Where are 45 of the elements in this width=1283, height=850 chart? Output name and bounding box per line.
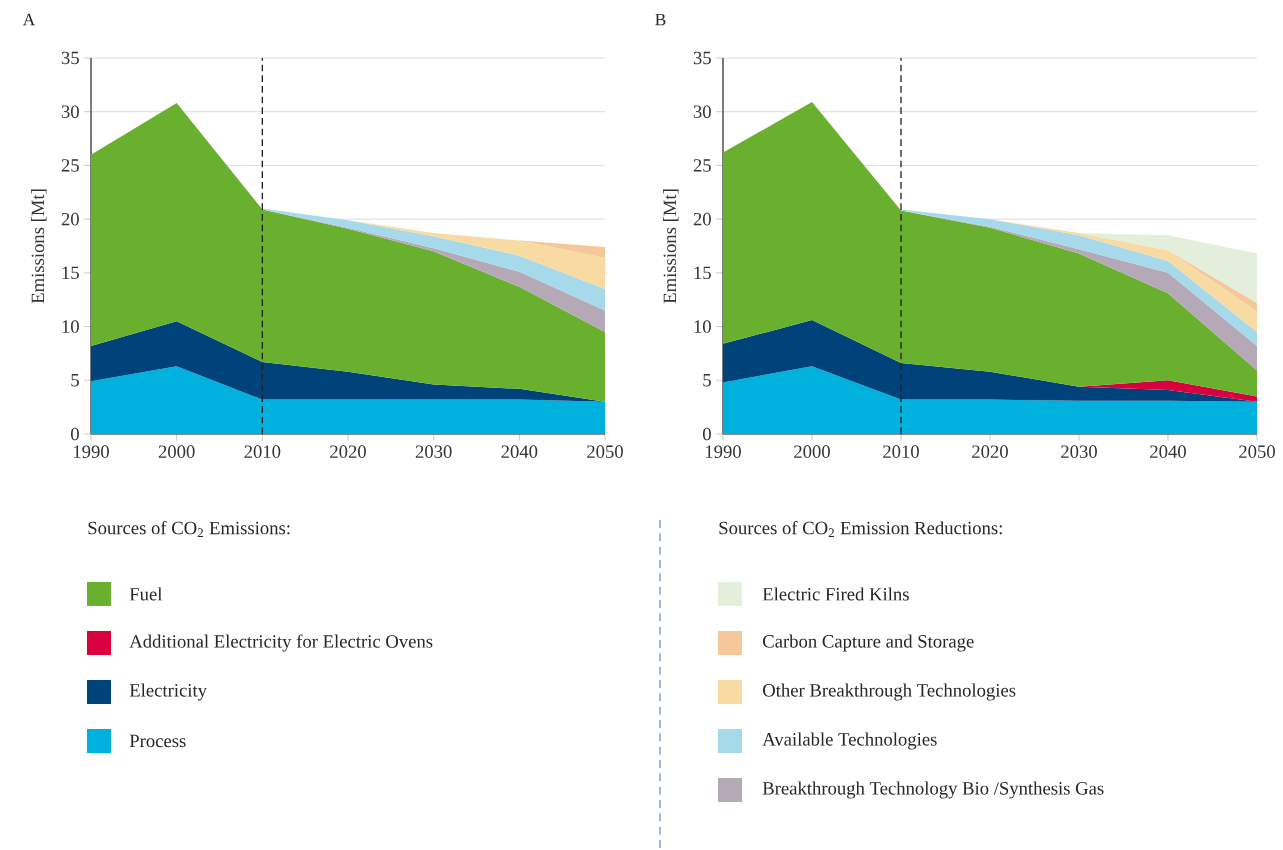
legend-label: Available Technologies <box>762 732 937 750</box>
y-tick-label: 0 <box>703 427 711 441</box>
legend-label: Process <box>129 735 186 748</box>
y-tick-label: 25 <box>693 159 711 172</box>
x-tick-label: 1990 <box>73 445 109 459</box>
legend-label: Other Breakthrough Technologies <box>763 683 1016 701</box>
y-tick-label: 30 <box>693 105 711 119</box>
legend-title: Sources of CO$_{2}$ Emission Reductions: <box>719 521 1002 538</box>
x-tick-label: 2030 <box>1061 445 1097 459</box>
legend-label: Carbon Capture and Storage <box>763 634 974 652</box>
legend-label: Electric Fired Kilns <box>762 587 909 601</box>
y-axis-title: Emissions [Mt] <box>663 189 679 304</box>
x-tick-label: 2030 <box>415 445 452 459</box>
x-tick-label: 2000 <box>794 445 830 459</box>
chart-title: B <box>655 14 666 26</box>
x-tick-label: 2040 <box>501 445 538 459</box>
y-tick-label: 5 <box>71 374 79 387</box>
x-tick-label: 2020 <box>972 445 1008 459</box>
x-tick-label: 2040 <box>1150 445 1186 459</box>
chart-title: A <box>22 14 36 26</box>
legend-label: Breakthrough Technology Bio /Synthesis Gas <box>762 781 1104 799</box>
y-tick-label: 20 <box>693 213 711 226</box>
y-tick-label: 5 <box>703 374 711 387</box>
legend-title: Sources of CO$_{2}$ Emissions: <box>88 521 290 538</box>
x-tick-label: 2010 <box>244 445 281 459</box>
y-tick-label: 35 <box>61 51 79 65</box>
legend-label: Electricity <box>129 683 207 701</box>
x-tick-label: 2000 <box>158 445 195 459</box>
legend-label: Additional Electricity for Electric Ovens <box>129 634 433 652</box>
y-tick-label: 15 <box>694 266 711 280</box>
y-tick-label: 10 <box>694 320 711 334</box>
y-tick-label: 0 <box>71 427 79 441</box>
y-tick-label: 25 <box>61 159 79 172</box>
x-tick-label: 1990 <box>705 445 741 459</box>
y-tick-label: 15 <box>62 266 79 280</box>
x-tick-label: 2020 <box>330 445 366 459</box>
x-tick-label: 2050 <box>1239 445 1275 459</box>
y-axis-title: Emissions [Mt] <box>31 189 47 304</box>
y-tick-label: 30 <box>61 105 79 119</box>
legend-label: Fuel <box>129 587 163 601</box>
y-tick-label: 20 <box>61 213 79 226</box>
x-tick-label: 2050 <box>587 445 623 459</box>
y-tick-label: 10 <box>62 320 79 334</box>
x-tick-label: 2010 <box>883 445 919 459</box>
y-tick-label: 35 <box>693 51 711 65</box>
